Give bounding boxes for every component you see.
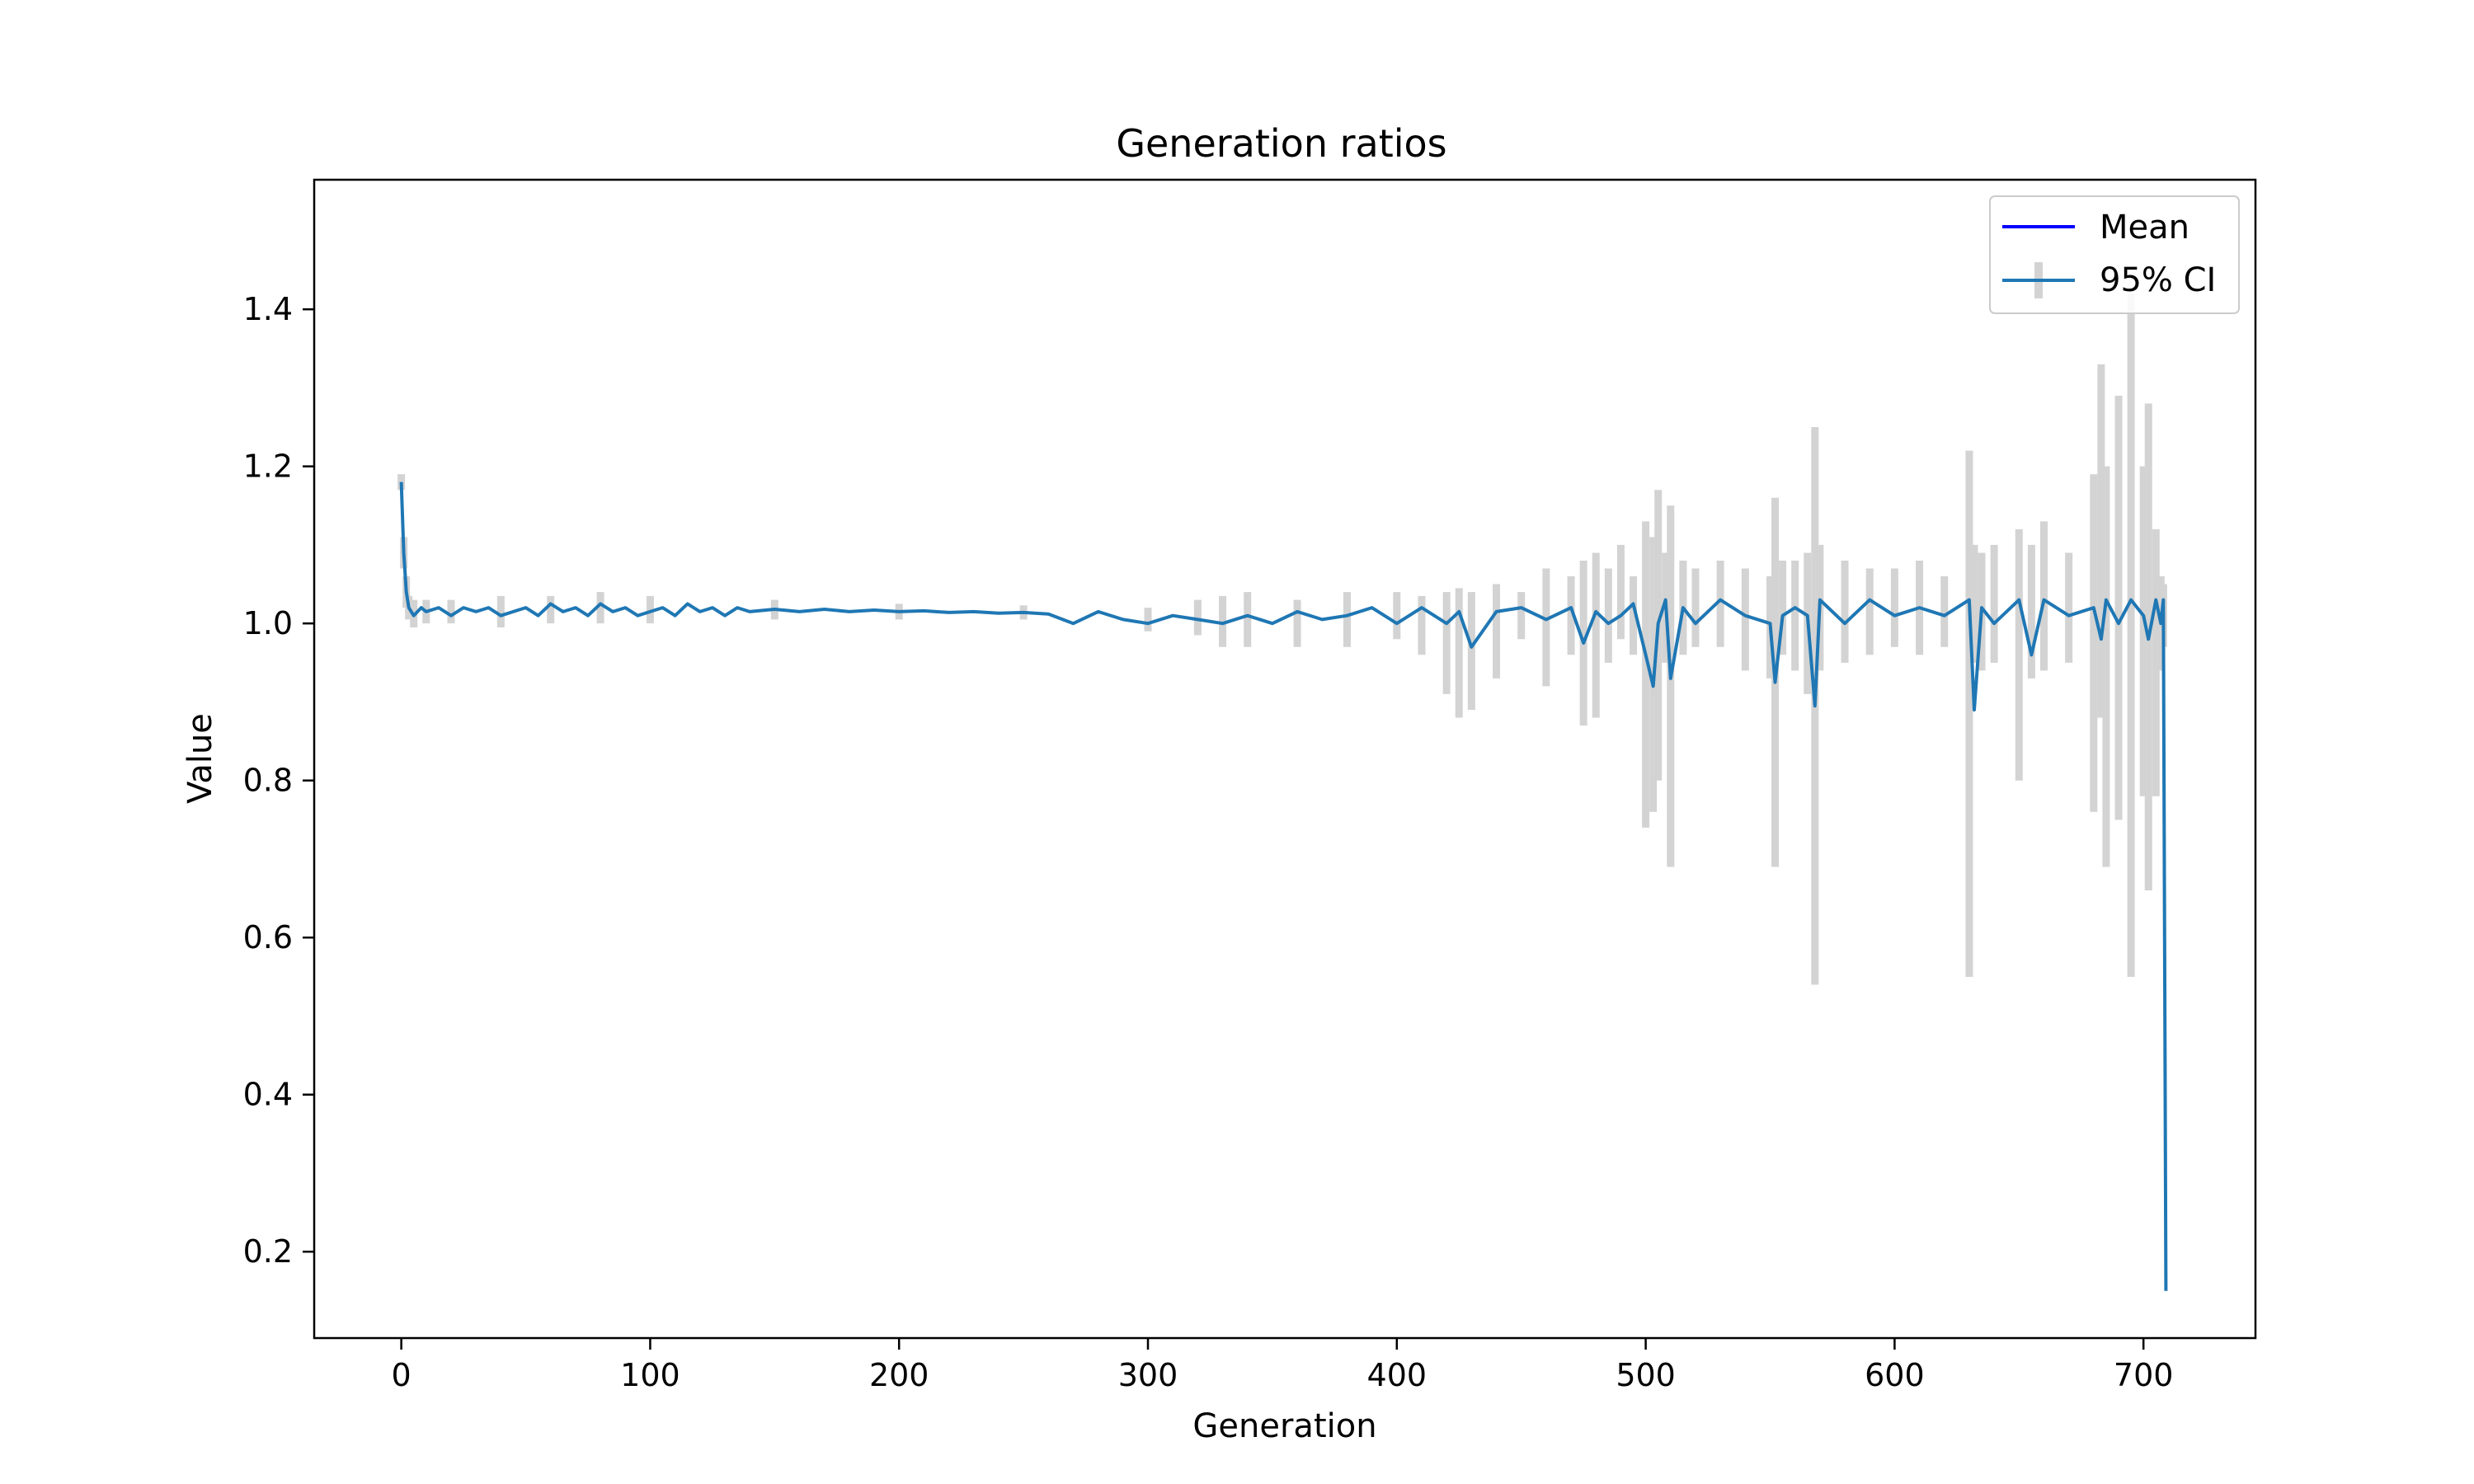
mean-line [399, 481, 2168, 1291]
x-tick-label: 600 [1865, 1357, 1925, 1393]
x-tick-label: 500 [1616, 1357, 1676, 1393]
x-axis: 0 100 200 300 400 500 600 700 [392, 1338, 2174, 1393]
y-tick-label: 1.4 [243, 291, 293, 327]
y-tick-label: 1.2 [243, 448, 293, 485]
x-axis-label: Generation [1192, 1407, 1376, 1445]
y-tick-label: 0.8 [243, 763, 293, 799]
y-tick-label: 0.6 [243, 919, 293, 956]
y-axis: 0.2 0.4 0.6 0.8 1.0 1.2 1.4 [243, 291, 314, 1270]
x-tick-label: 100 [620, 1357, 680, 1393]
x-tick-label: 400 [1367, 1357, 1427, 1393]
legend-mean-label: Mean [2100, 209, 2189, 247]
y-axis-label: Value [181, 713, 219, 804]
plot-frame [313, 178, 2257, 1340]
x-tick-label: 300 [1118, 1357, 1178, 1393]
plot-clip-group [397, 294, 2168, 1291]
x-tick-label: 700 [2114, 1357, 2174, 1393]
y-tick-label: 0.4 [243, 1077, 293, 1113]
legend-ci-label: 95% CI [2100, 261, 2216, 299]
y-tick-label: 0.2 [243, 1233, 293, 1270]
mean-series [399, 481, 2168, 1291]
legend: Mean 95% CI [1989, 195, 2240, 314]
x-tick-label: 0 [392, 1357, 412, 1393]
x-tick-label: 200 [869, 1357, 929, 1393]
y-tick-label: 1.0 [243, 605, 293, 641]
chart-title: Generation ratios [1116, 121, 1446, 166]
